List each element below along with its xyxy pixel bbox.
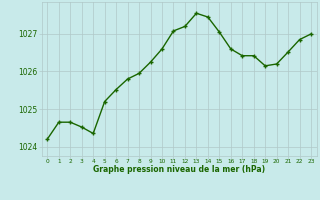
X-axis label: Graphe pression niveau de la mer (hPa): Graphe pression niveau de la mer (hPa) <box>93 165 265 174</box>
